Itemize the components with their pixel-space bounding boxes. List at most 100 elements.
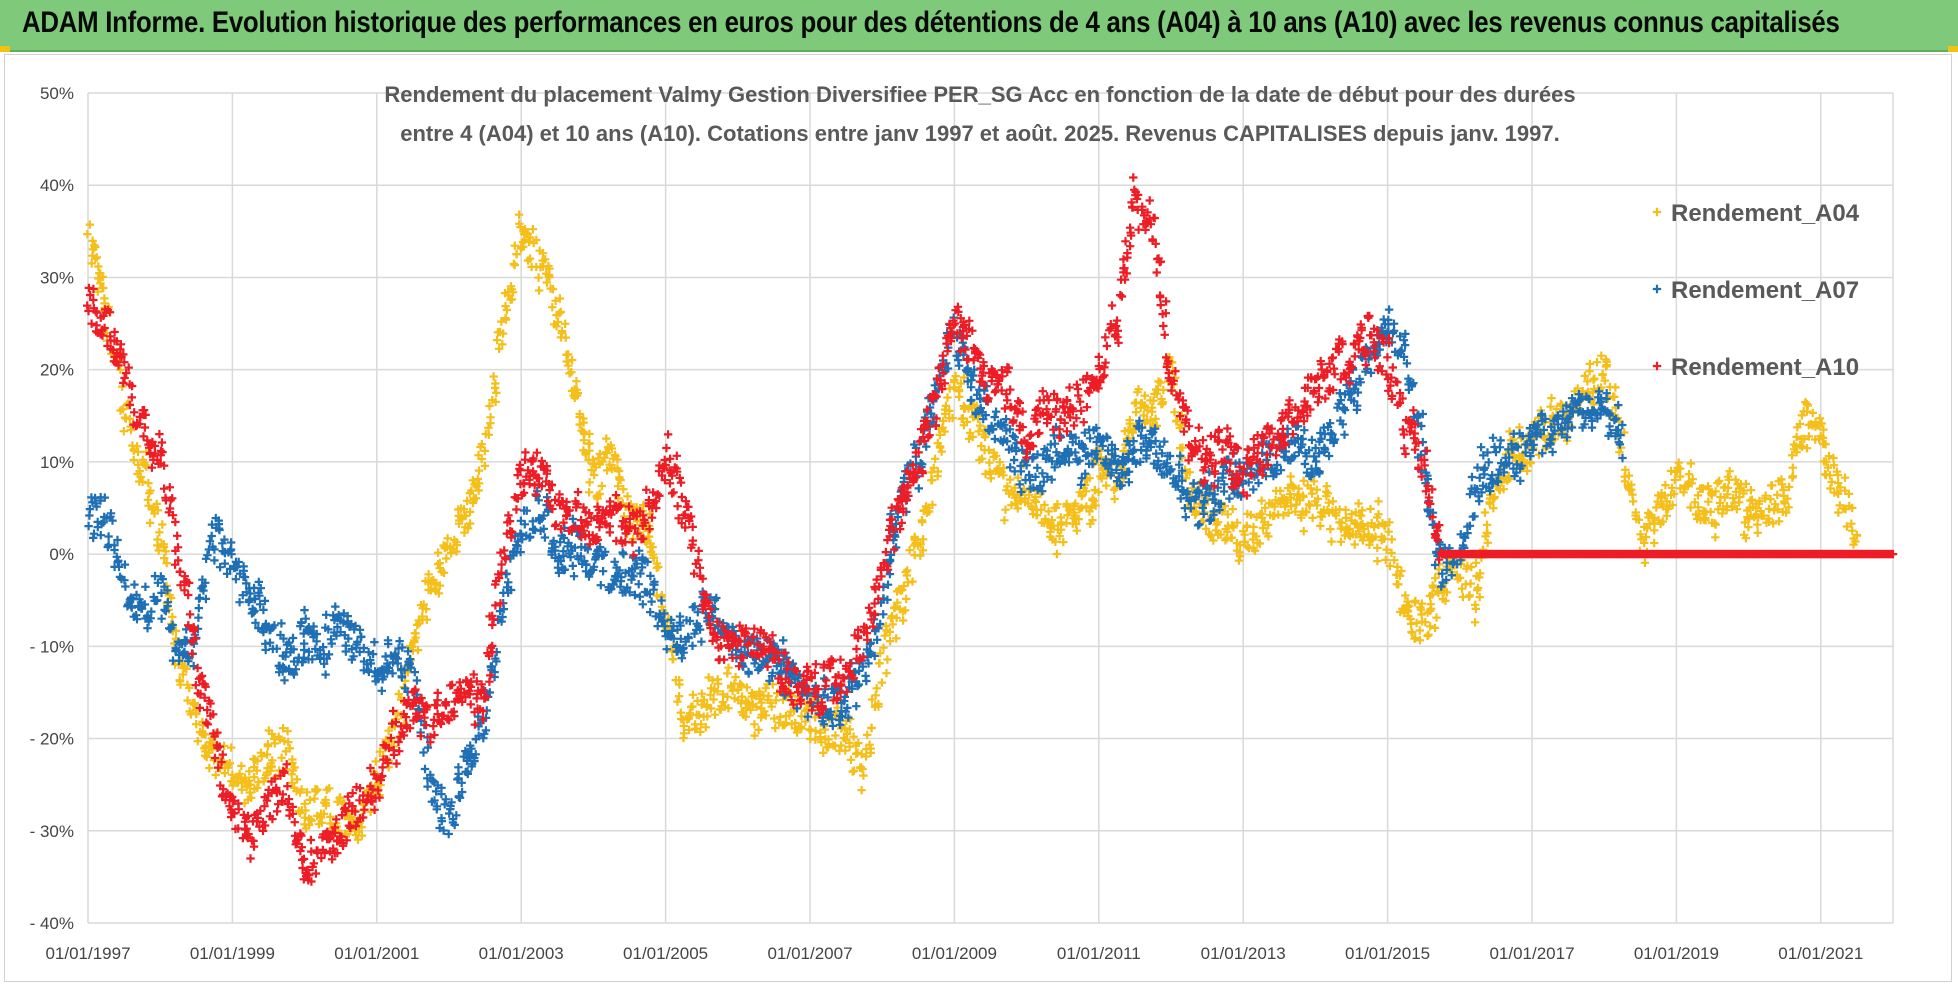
data-point-Rendement_A04: [584, 488, 594, 497]
data-point-Rendement_A04: [991, 451, 1001, 460]
data-point-Rendement_A10: [965, 316, 974, 325]
data-point-Rendement_A04: [1464, 592, 1474, 601]
data-point-Rendement_A04: [882, 669, 891, 678]
grid-layer: [87, 92, 1894, 924]
data-point-Rendement_A04: [205, 763, 214, 773]
data-point-Rendement_A04: [1686, 459, 1696, 468]
data-point-Rendement_A04: [161, 547, 170, 556]
data-point-Rendement_A04: [867, 723, 876, 732]
data-point-Rendement_A04: [968, 432, 977, 442]
data-point-Rendement_A04: [701, 723, 710, 732]
data-point-Rendement_A04: [890, 603, 899, 613]
data-point-Rendement_A04: [940, 427, 949, 436]
data-point-Rendement_A04: [141, 460, 150, 470]
data-point-Rendement_A04: [88, 236, 97, 245]
data-point-Rendement_A04: [703, 712, 712, 721]
data-point-Rendement_A04: [498, 329, 508, 338]
data-point-Rendement_A04: [263, 741, 273, 751]
data-point-Rendement_A04: [193, 737, 202, 746]
corner-marker-top-right: [1948, 46, 1958, 52]
data-point-Rendement_A10: [110, 327, 119, 337]
data-point-Rendement_A04: [937, 447, 946, 456]
data-point-Rendement_A04: [887, 612, 897, 621]
data-point-Rendement_A07: [779, 636, 788, 645]
data-point-Rendement_A10: [446, 681, 455, 690]
data-point-Rendement_A07: [991, 407, 1001, 416]
data-point-Rendement_A04: [133, 447, 143, 457]
data-point-Rendement_A04: [1047, 515, 1057, 525]
data-point-Rendement_A04: [284, 737, 293, 747]
data-point-Rendement_A10: [605, 497, 615, 506]
data-point-Rendement_A07: [697, 637, 706, 646]
data-point-Rendement_A04: [785, 711, 794, 720]
data-point-Rendement_A04: [885, 636, 895, 646]
data-point-Rendement_A10: [1156, 292, 1165, 302]
data-point-Rendement_A04: [465, 488, 475, 498]
data-point-Rendement_A07: [1009, 455, 1019, 465]
data-point-Rendement_A04: [542, 278, 552, 287]
data-point-Rendement_A04: [270, 739, 280, 748]
data-point-Rendement_A04: [824, 735, 833, 744]
data-point-Rendement_A04: [741, 703, 750, 713]
data-point-Rendement_A04: [116, 406, 125, 415]
data-point-Rendement_A04: [1610, 392, 1619, 402]
data-point-Rendement_A07: [412, 676, 422, 685]
data-point-Rendement_A04: [1071, 499, 1080, 508]
data-point-Rendement_A07: [1033, 463, 1042, 472]
banner-title: ADAM Informe. Evolution historique des p…: [22, 6, 1840, 39]
data-point-Rendement_A04: [930, 454, 940, 463]
data-point-Rendement_A04: [534, 273, 543, 282]
data-point-Rendement_A04: [892, 613, 901, 622]
data-point-Rendement_A04: [718, 690, 728, 699]
data-point-Rendement_A07: [619, 550, 628, 559]
data-point-Rendement_A04: [225, 759, 234, 768]
data-point-Rendement_A04: [463, 524, 473, 533]
data-point-Rendement_A04: [854, 738, 863, 748]
data-point-Rendement_A10: [173, 531, 182, 540]
data-point-Rendement_A04: [1094, 487, 1103, 497]
data-point-Rendement_A04: [1426, 622, 1435, 631]
data-point-Rendement_A04: [145, 518, 155, 528]
data-point-Rendement_A04: [1466, 579, 1475, 588]
data-point-Rendement_A10: [1152, 268, 1161, 277]
data-point-Rendement_A04: [317, 818, 326, 827]
data-point-Rendement_A07: [207, 531, 216, 541]
data-point-Rendement_A10: [176, 567, 185, 576]
data-point-Rendement_A04: [185, 683, 194, 693]
data-point-Rendement_A07: [1254, 478, 1263, 488]
data-point-Rendement_A04: [290, 763, 299, 772]
data-point-Rendement_A04: [285, 744, 294, 753]
data-point-Rendement_A04: [442, 554, 451, 563]
data-point-Rendement_A10: [512, 505, 521, 514]
data-point-Rendement_A04: [275, 735, 285, 744]
data-point-Rendement_A10: [525, 479, 534, 489]
data-point-Rendement_A04: [1044, 507, 1053, 516]
data-point-Rendement_A04: [623, 492, 632, 501]
data-point-Rendement_A04: [694, 711, 704, 720]
data-point-Rendement_A04: [237, 785, 246, 794]
data-point-Rendement_A04: [287, 778, 297, 787]
data-point-Rendement_A04: [801, 717, 810, 726]
data-point-Rendement_A04: [1426, 600, 1435, 609]
data-point-Rendement_A04: [509, 259, 518, 268]
data-point-Rendement_A04: [1840, 473, 1850, 482]
data-point-Rendement_A07: [635, 592, 645, 601]
data-point-Rendement_A04: [1316, 521, 1325, 531]
data-point-Rendement_A07: [1496, 436, 1505, 445]
data-point-Rendement_A04: [1328, 497, 1338, 506]
data-point-Rendement_A04: [532, 235, 541, 245]
data-point-Rendement_A07: [1160, 437, 1169, 446]
data-point-Rendement_A04: [743, 698, 753, 707]
data-point-Rendement_A04: [1592, 358, 1602, 367]
data-point-Rendement_A07: [1587, 423, 1597, 432]
data-point-Rendement_A04: [614, 466, 624, 476]
data-point-Rendement_A07: [143, 624, 152, 633]
data-point-Rendement_A07: [598, 567, 608, 576]
data-point-Rendement_A04: [985, 458, 994, 467]
data-point-Rendement_A04: [521, 228, 531, 237]
data-point-Rendement_A04: [819, 748, 828, 757]
data-point-Rendement_A10: [485, 677, 494, 686]
data-point-Rendement_A04: [551, 296, 560, 305]
chart-frame: [4, 54, 1952, 982]
data-point-Rendement_A04: [335, 793, 344, 803]
